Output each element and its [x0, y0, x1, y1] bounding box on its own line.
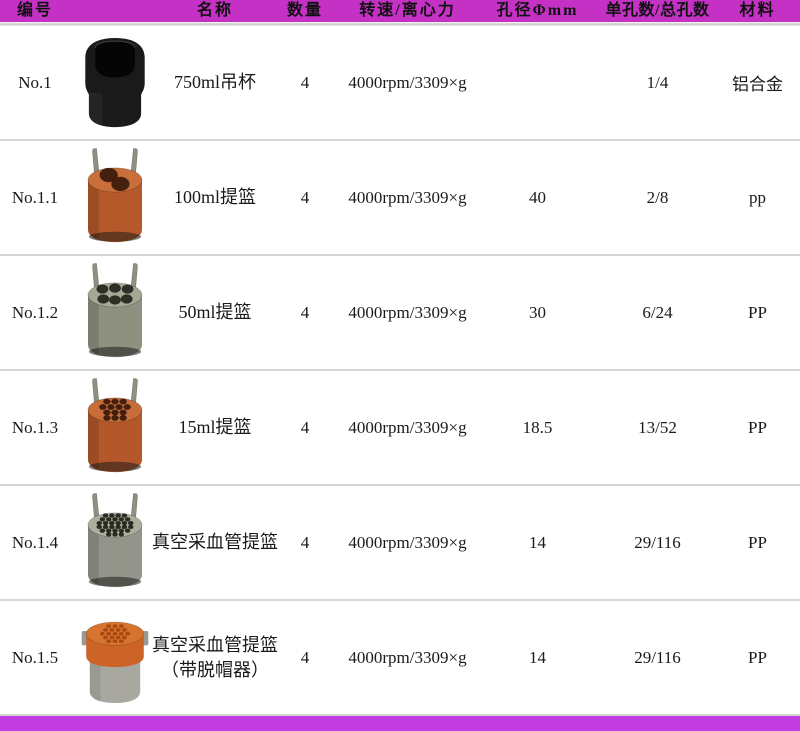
table-row: No.1.2 50ml提篮 4 4000rpm/3309×g 30 6/24 P…: [0, 256, 800, 371]
product-image: [70, 602, 160, 714]
product-name: 真空采血管提篮: [152, 530, 278, 554]
hole-diameter: 30: [529, 302, 546, 322]
speed-force: 4000rpm/3309×g: [348, 72, 467, 92]
quantity: 4: [300, 417, 310, 437]
hole-counts: 2/8: [646, 187, 669, 207]
table-row: No.1.1 100ml提篮 4 4000rpm/3309×g 40 2/8 p…: [0, 141, 800, 256]
hole-diameter: 14: [529, 532, 546, 552]
hole-counts: 1/4: [646, 72, 669, 92]
hole-counts: 6/24: [642, 302, 673, 322]
product-image: [70, 372, 160, 484]
hole-counts: 29/116: [634, 532, 681, 552]
quantity: 4: [300, 647, 310, 667]
product-name: 真空采血管提篮 （带脱帽器）: [152, 633, 278, 682]
product-image: [70, 257, 160, 369]
row-number: No.1: [18, 72, 52, 92]
quantity: 4: [300, 532, 310, 552]
material: PP: [748, 647, 767, 667]
header-holes: 单孔数/总孔数: [605, 2, 710, 19]
material: PP: [748, 417, 767, 437]
footer-bar: [0, 716, 800, 731]
header-no: 编号: [16, 2, 53, 19]
product-name: 15ml提篮: [178, 415, 251, 439]
table-row: No.1.4 真空采血管提篮 4 4000rpm/3309×g 14 29/11…: [0, 486, 800, 601]
row-number: No.1.5: [11, 647, 59, 667]
quantity: 4: [300, 187, 310, 207]
product-name: 50ml提篮: [178, 300, 251, 324]
speed-force: 4000rpm/3309×g: [348, 532, 467, 552]
material: 铝合金: [732, 75, 783, 94]
speed-force: 4000rpm/3309×g: [348, 302, 467, 322]
speed-force: 4000rpm/3309×g: [348, 187, 467, 207]
table-header: 编号 名称 数量 转速/离心力 孔径Φmm 单孔数/总孔数 材料: [0, 0, 800, 22]
hole-counts: 29/116: [634, 647, 681, 667]
product-image: [70, 142, 160, 254]
header-speed: 转速/离心力: [359, 2, 456, 19]
hole-diameter: 18.5: [522, 417, 553, 437]
quantity: 4: [300, 302, 310, 322]
product-name-line1: 真空采血管提篮: [152, 635, 278, 656]
table-body: No.1 750ml吊杯 4 4000rpm/3309×g 1/4 铝合金 No…: [0, 26, 800, 716]
speed-force: 4000rpm/3309×g: [348, 647, 467, 667]
product-name-line1: 100ml提篮: [173, 187, 256, 208]
product-name: 100ml提篮: [174, 185, 256, 209]
header-divider: [0, 22, 800, 26]
header-material: 材料: [739, 2, 776, 19]
quantity: 4: [300, 72, 310, 92]
table-row: No.1.3 15ml提篮 4 4000rpm/3309×g 18.5 13/5…: [0, 371, 800, 486]
product-name-line2: （带脱帽器）: [161, 659, 269, 680]
material: PP: [748, 302, 767, 322]
hole-diameter: 40: [529, 187, 546, 207]
material: PP: [748, 532, 767, 552]
product-name-line1: 真空采血管提篮: [152, 532, 278, 553]
row-number: No.1.3: [11, 417, 59, 437]
product-name-line1: 15ml提篮: [178, 417, 252, 438]
product-image: [70, 487, 160, 599]
table-row: No.1 750ml吊杯 4 4000rpm/3309×g 1/4 铝合金: [0, 26, 800, 141]
row-number: No.1.1: [11, 187, 59, 207]
product-name: 750ml吊杯: [174, 70, 256, 94]
product-name-line1: 50ml提篮: [178, 302, 252, 323]
header-name: 名称: [196, 2, 233, 19]
row-number: No.1.4: [11, 532, 59, 552]
hole-diameter: 14: [529, 647, 546, 667]
header-diameter: 孔径Φmm: [496, 2, 579, 19]
speed-force: 4000rpm/3309×g: [348, 417, 467, 437]
material: pp: [749, 187, 766, 207]
hole-counts: 13/52: [638, 417, 677, 437]
header-qty: 数量: [286, 2, 323, 19]
product-name-line1: 750ml吊杯: [173, 72, 256, 93]
table-row: No.1.5 真空采血管提篮 （带脱帽器） 4 4000rpm/3309×g 1…: [0, 601, 800, 716]
row-number: No.1.2: [11, 302, 59, 322]
product-image: [70, 27, 160, 139]
